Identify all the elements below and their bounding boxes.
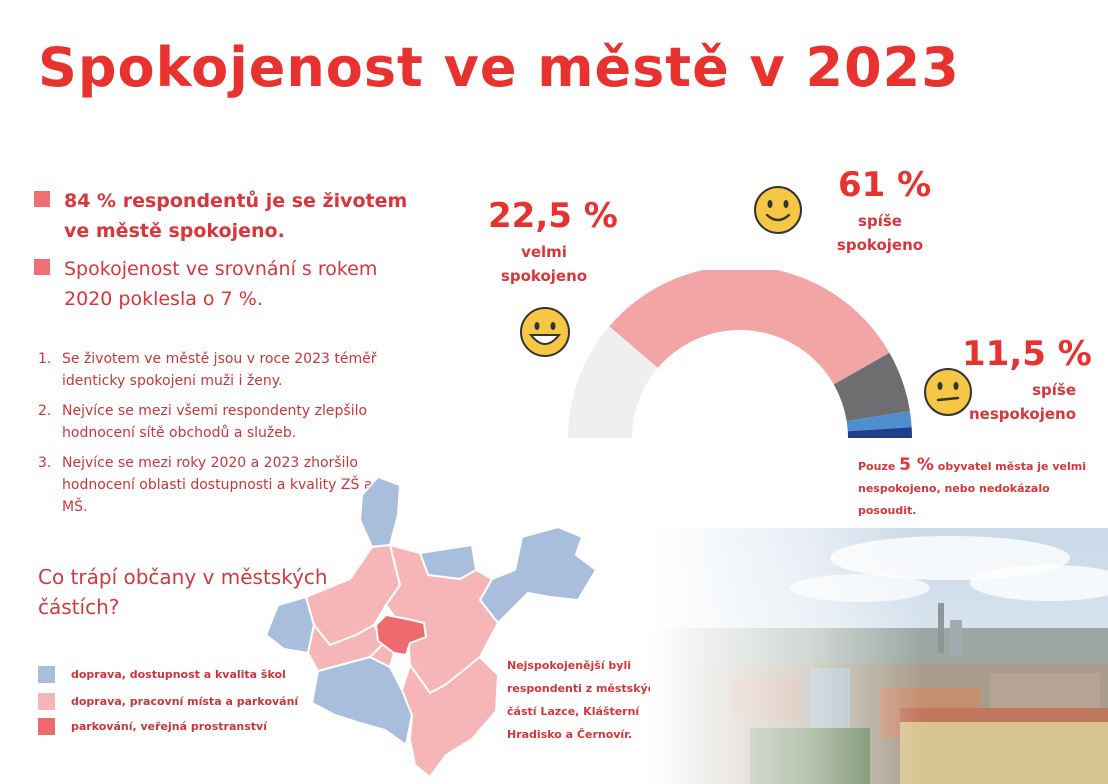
- legend-swatch: [38, 717, 55, 735]
- gauge-slice-unknown: [847, 427, 912, 438]
- key-point-line: Spokojenost ve srovnání s rokem: [64, 258, 378, 280]
- gauge-slice-very-dissatisfied: [846, 411, 912, 432]
- map-district-blue: [311, 656, 413, 746]
- map-district-blue: [479, 526, 597, 624]
- map-note: Nejspokojenější byli respondenti z městs…: [507, 659, 663, 741]
- gauge-slice-rather-satisfied: [609, 270, 890, 385]
- pct-very-satisfied: 22,5 %: [488, 196, 618, 236]
- finding-item: 2. Nejvíce se mezi všemi respondenty zlep…: [38, 403, 368, 441]
- key-point-line: 84 % respondentů je se životem: [64, 190, 408, 212]
- satisfaction-gauge: [568, 270, 912, 438]
- gauge-note: Pouze 5 % obyvatel města je velmi nespok…: [858, 455, 1086, 517]
- finding-item: 1. Se životem ve městě jsou v roce 2023 t…: [38, 351, 377, 389]
- key-point-line: ve městě spokojeno.: [64, 220, 285, 242]
- finding-item: 3. Nejvíce se mezi roky 2020 a 2023 zhorš…: [38, 455, 373, 515]
- bullet-square-icon: [34, 191, 50, 207]
- city-photo: [650, 528, 1108, 784]
- legend-swatch: [38, 692, 55, 710]
- gauge-note-value: 5 %: [899, 455, 934, 475]
- legend-swatch: [38, 665, 55, 683]
- smile-face-icon: [754, 186, 802, 234]
- findings-list: 1. Se životem ve městě jsou v roce 2023 t…: [38, 348, 398, 526]
- pct-rather-satisfied: 61 %: [838, 165, 932, 205]
- key-point-satisfied: 84 % respondentů je se životem ve městě …: [34, 186, 407, 246]
- key-point-decline: Spokojenost ve srovnání s rokem 2020 pok…: [34, 254, 377, 314]
- legend-item: doprava, dostupnost a kvalita škol: [38, 664, 286, 684]
- map-district-pink: [401, 656, 499, 778]
- label-rather-satisfied: spíše spokojeno: [836, 212, 924, 254]
- label-rather-dissatisfied: spíše nespokojeno: [969, 381, 1076, 423]
- bullet-square-icon: [34, 259, 50, 275]
- page-title: Spokojenost ve městě v 2023: [38, 36, 960, 99]
- gauge-slice-rather-dissatisfied: [833, 352, 910, 422]
- map-district-red: [375, 614, 427, 656]
- key-point-line: 2020 poklesla o 7 %.: [64, 288, 263, 310]
- pct-rather-dissatisfied: 11,5 %: [962, 334, 1092, 374]
- legend-label: parkování, veřejná prostranství: [71, 719, 267, 733]
- legend-label: doprava, dostupnost a kvalita škol: [71, 667, 286, 681]
- legend-item: parkování, veřejná prostranství: [38, 716, 267, 736]
- legend-label: doprava, pracovní místa a parkování: [71, 694, 299, 708]
- districts-map: [265, 476, 597, 778]
- map-district-blue: [359, 476, 401, 548]
- legend-item: doprava, pracovní místa a parkování: [38, 691, 298, 711]
- gauge-slice-very-satisfied: [568, 326, 658, 438]
- neutral-face-icon: [924, 368, 972, 416]
- big-smile-face-icon: [520, 307, 570, 357]
- districts-question: Co trápí občany v městských částích?: [38, 565, 328, 619]
- label-very-satisfied: velmi spokojeno: [500, 243, 588, 285]
